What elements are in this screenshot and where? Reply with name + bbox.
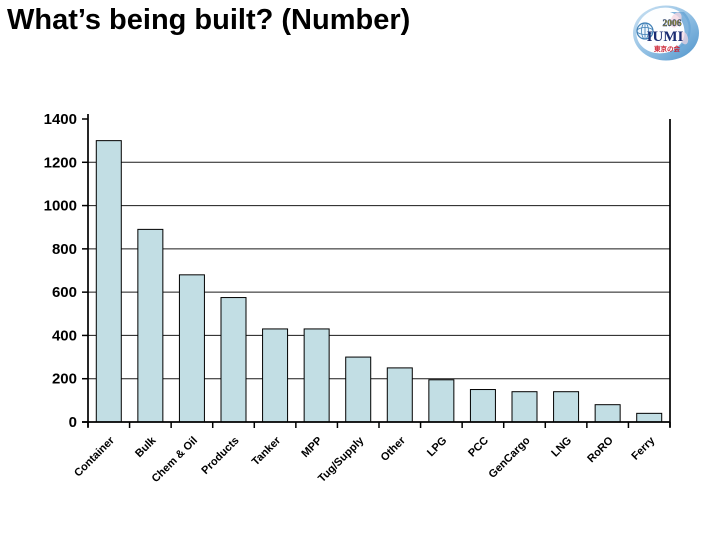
bar-tug-supply	[345, 356, 372, 423]
y-axis-label: 600	[52, 284, 77, 301]
y-axis-label: 400	[52, 327, 77, 344]
x-axis-label: Bulk	[133, 434, 159, 460]
bar-gencargo	[511, 391, 538, 423]
bar-container	[95, 140, 122, 423]
logo-year-text: 2006	[663, 19, 682, 29]
petal-shape	[679, 31, 689, 45]
bar-lpg	[428, 379, 455, 423]
bar-pcc	[469, 389, 496, 423]
x-axis-label: Products	[199, 435, 241, 477]
globe-icon	[636, 22, 654, 40]
y-axis-label: 200	[52, 371, 77, 388]
x-axis-label: GenCargo	[487, 434, 533, 480]
bar-mpp	[303, 328, 330, 423]
y-axis-label: 0	[69, 414, 77, 431]
bar-chem-oil	[178, 274, 205, 423]
x-axis-label: MPP	[299, 435, 324, 460]
x-axis-label: Tanker	[250, 434, 284, 468]
bar-lng	[553, 391, 580, 423]
bar-other	[386, 367, 413, 423]
bar-tanker	[262, 328, 289, 423]
petal-shape	[670, 12, 682, 28]
logo-kanji-text: 東京の会	[654, 44, 681, 53]
bar-ferry	[636, 412, 663, 423]
bar-bulk	[137, 228, 164, 423]
x-axis-label: Tug/Supply	[316, 434, 367, 485]
y-axis-label: 1400	[44, 111, 77, 128]
x-axis-label: Ferry	[629, 434, 658, 463]
x-axis-label: PCC	[466, 435, 491, 460]
bar-products	[220, 297, 247, 423]
x-axis-label: LPG	[425, 435, 449, 459]
y-axis-label: 1200	[44, 154, 77, 171]
y-axis-label: 800	[52, 241, 77, 258]
logo-swirl	[633, 5, 699, 61]
logo-name-text: IUMI	[647, 29, 684, 45]
iumi-2006-logo: 2006 IUMI 東京の会	[633, 5, 699, 61]
x-axis-label: Other	[379, 434, 409, 464]
y-axis-label: 1000	[44, 198, 77, 215]
slide-title: What’s being built? (Number)	[7, 4, 411, 36]
x-axis-label: LNG	[549, 435, 574, 460]
bar-roro	[594, 404, 621, 423]
x-axis-label: Container	[72, 434, 117, 479]
x-axis-label: RoRO	[585, 434, 616, 465]
